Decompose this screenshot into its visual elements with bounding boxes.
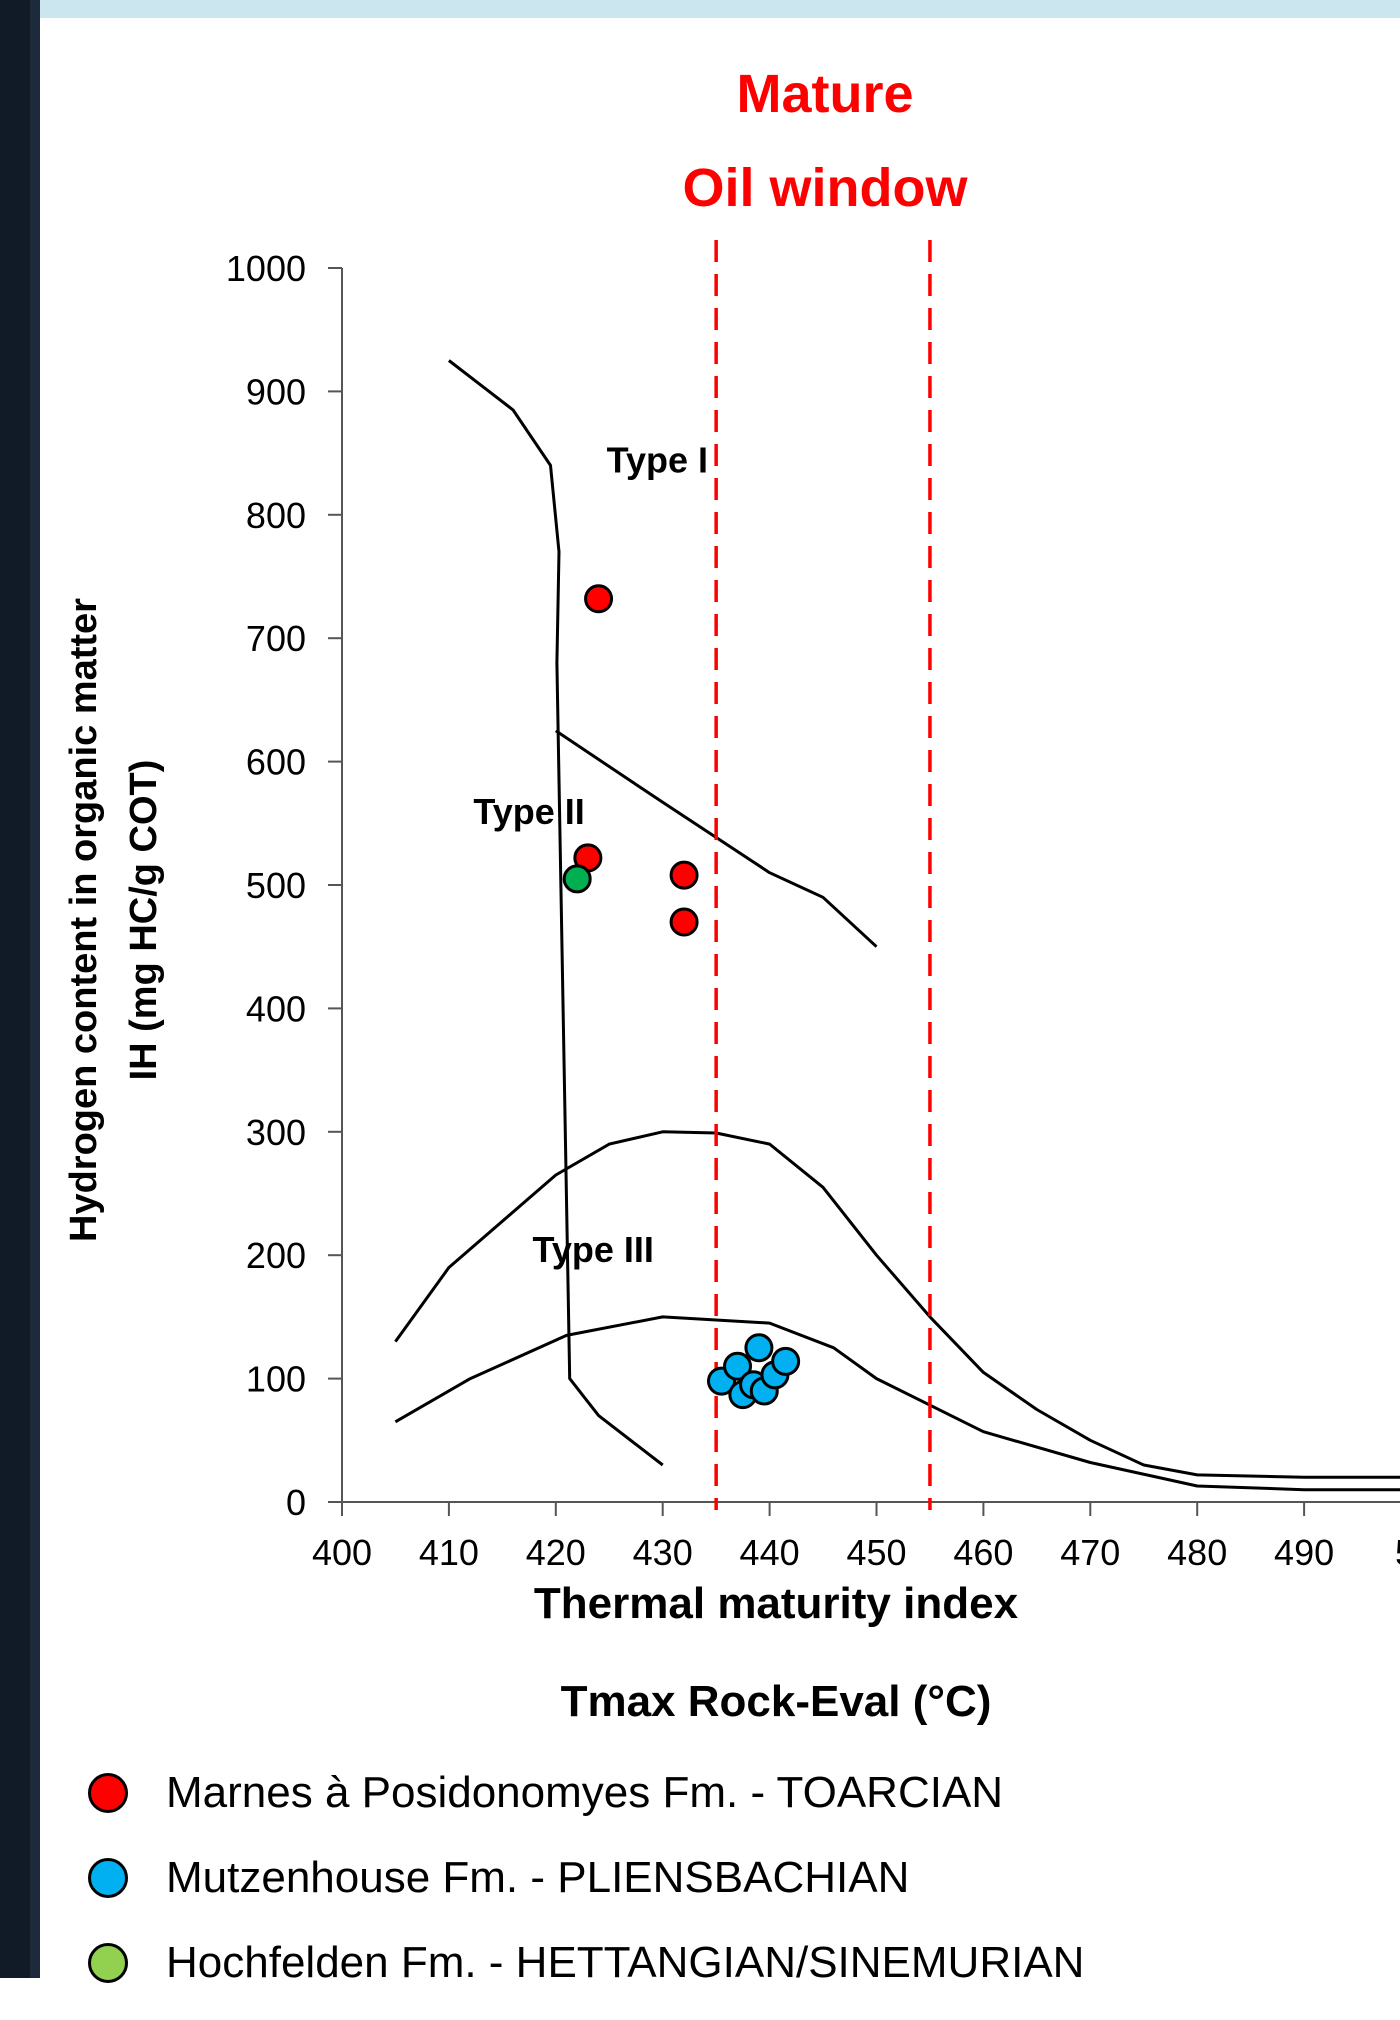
mature-label: Mature <box>736 64 914 124</box>
x-tick-label: 450 <box>846 1532 906 1573</box>
x-tick-label: 410 <box>419 1532 479 1573</box>
y-tick-label: 700 <box>246 618 306 659</box>
data-point-series-2 <box>771 1346 801 1376</box>
maturity-chart: 0 100 200 300 400 500 600 700 800 900 1000 400 410 42… <box>63 240 1400 1726</box>
x-tick-label: 430 <box>633 1532 693 1573</box>
type-label-2: Type II <box>473 791 584 832</box>
x-tick-label: 490 <box>1274 1532 1334 1573</box>
data-point-series-1 <box>669 907 699 937</box>
legend-label-toarcian: Marnes à Posidonomyes Fm. - TOARCIAN <box>166 1768 1004 1817</box>
boundary-curve-4 <box>394 1315 1400 1492</box>
left-accent-bar-edge <box>30 0 40 1978</box>
y-tick-label: 900 <box>246 371 306 412</box>
x-tick-label: 420 <box>526 1532 586 1573</box>
x-tick-label: 5( <box>1395 1532 1400 1573</box>
x-axis-label: Thermal maturity index <box>534 1579 1019 1628</box>
y-axis-label-units: IH (mg HC/g COT) <box>123 760 165 1081</box>
y-tick-label: 800 <box>246 495 306 536</box>
data-point-series-2 <box>723 1351 753 1381</box>
y-tick-label: 300 <box>246 1112 306 1153</box>
x-tick-label: 460 <box>953 1532 1013 1573</box>
legend-marker-hettangian <box>88 1943 128 1983</box>
x-tick-label: 470 <box>1060 1532 1120 1573</box>
x-tick-label: 440 <box>740 1532 800 1573</box>
data-point-series-1 <box>584 584 614 614</box>
legend-label-hettangian: Hochfelden Fm. - HETTANGIAN/SINEMURIAN <box>166 1938 1085 1987</box>
x-axis-label-units: Tmax Rock-Eval (°C) <box>561 1677 992 1726</box>
y-tick-label: 200 <box>246 1235 306 1276</box>
data-point-series-3 <box>562 864 592 894</box>
x-tick-label: 400 <box>312 1532 372 1573</box>
y-tick-label: 500 <box>246 865 306 906</box>
legend-marker-pliensbachian <box>88 1858 128 1898</box>
data-point-series-2 <box>744 1333 774 1363</box>
x-tick-label: 480 <box>1167 1532 1227 1573</box>
type-label-1: Type I <box>607 439 708 480</box>
oil-window-label: Oil window <box>682 158 968 218</box>
y-tick-label: 0 <box>286 1482 306 1523</box>
top-band <box>0 0 1400 18</box>
boundary-curve-2 <box>554 729 878 948</box>
legend-marker-toarcian <box>88 1773 128 1813</box>
y-tick-label: 100 <box>246 1359 306 1400</box>
type-label-3: Type III <box>533 1229 654 1270</box>
legend-label-pliensbachian: Mutzenhouse Fm. - PLIENSBACHIAN <box>166 1853 910 1902</box>
data-point-series-1 <box>669 860 699 890</box>
y-tick-label: 1000 <box>226 248 306 289</box>
boundary-curve-1 <box>447 359 664 1467</box>
y-tick-label: 600 <box>246 742 306 783</box>
y-axis-label: Hydrogen content in organic matter <box>63 598 105 1242</box>
boundary-curve-3 <box>394 1130 1400 1479</box>
y-tick-label: 400 <box>246 988 306 1029</box>
